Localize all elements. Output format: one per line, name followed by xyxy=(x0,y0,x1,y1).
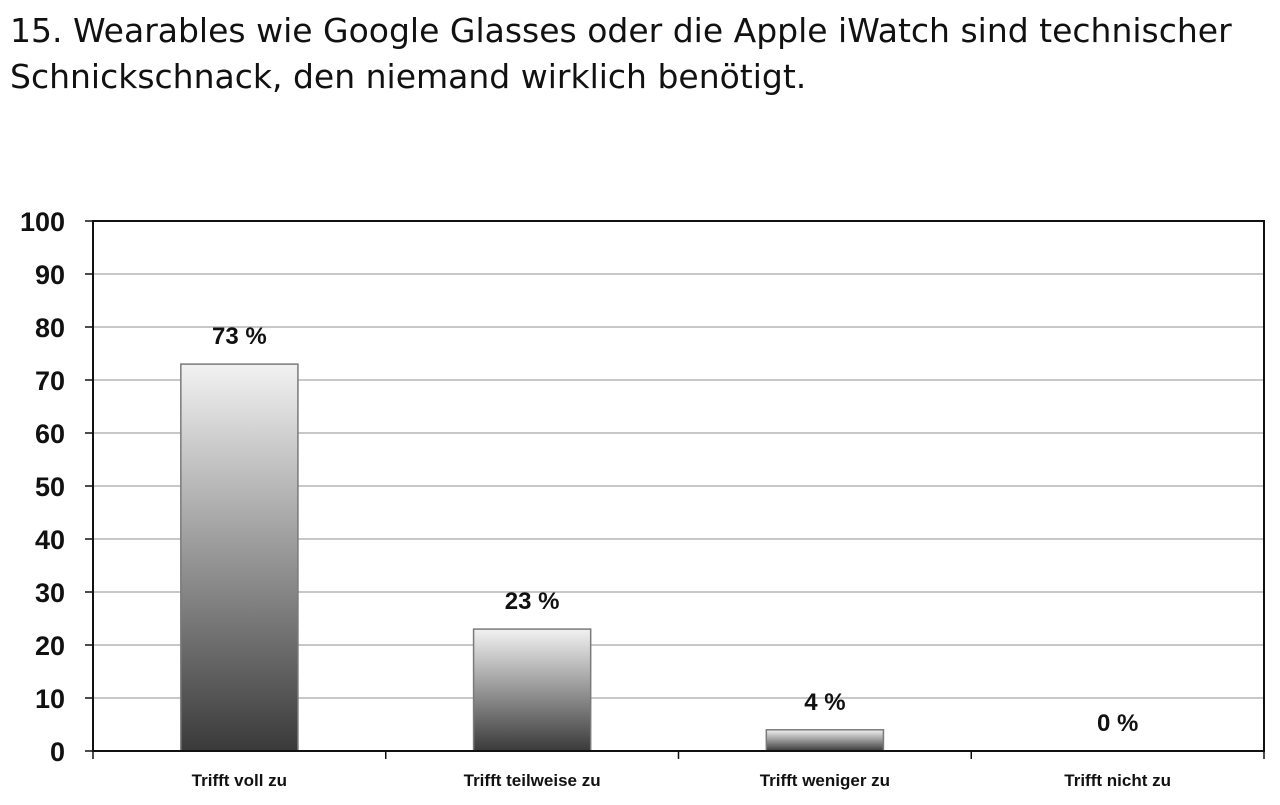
y-tick-label: 50 xyxy=(35,472,65,502)
y-tick-label: 10 xyxy=(35,684,65,714)
data-label-2: 23 % xyxy=(505,588,560,615)
y-tick-label: 80 xyxy=(35,313,65,343)
data-label-3: 4 % xyxy=(804,689,845,716)
labels: 0 10 20 30 40 50 60 70 80 90 100 73 % Trifft voll zu… xyxy=(20,207,1171,790)
category-label-1: Trifft voll zu xyxy=(192,771,287,790)
y-tick-label: 40 xyxy=(35,525,65,555)
category-label-4: Trifft nicht zu xyxy=(1064,771,1171,790)
bar-3 xyxy=(765,729,885,752)
y-tick-label: 90 xyxy=(35,260,65,290)
bar-2 xyxy=(472,628,592,752)
data-label-4: 0 % xyxy=(1097,710,1138,737)
category-label-3: Trifft weniger zu xyxy=(760,771,890,790)
y-tick-label: 60 xyxy=(35,419,65,449)
bars xyxy=(180,363,885,752)
data-label-1: 73 % xyxy=(212,323,267,350)
y-tick-label: 20 xyxy=(35,631,65,661)
bar-1 xyxy=(180,363,299,752)
question-title: 15. Wearables wie Google Glasses oder di… xyxy=(10,11,1232,96)
y-tick-label: 100 xyxy=(20,207,65,237)
category-label-2: Trifft teilweise zu xyxy=(464,771,601,790)
y-tick-label: 70 xyxy=(35,366,65,396)
y-tick-label: 30 xyxy=(35,578,65,608)
axis-ticks xyxy=(85,220,1265,759)
y-tick-label: 0 xyxy=(50,737,65,767)
